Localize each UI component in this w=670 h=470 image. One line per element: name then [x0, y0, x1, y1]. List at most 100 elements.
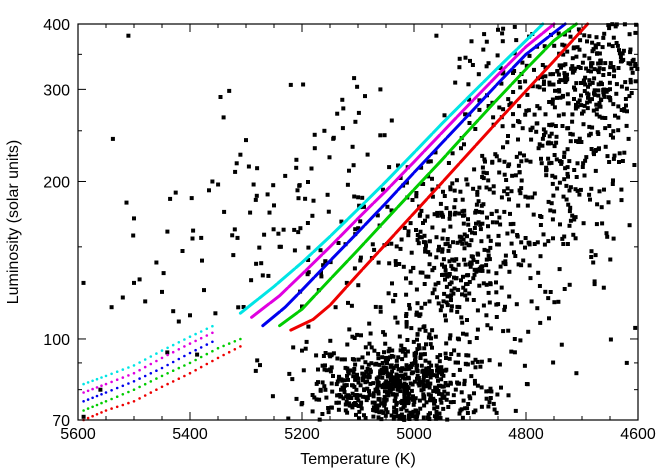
track-dot-9: [222, 353, 225, 357]
star-point: [622, 107, 627, 111]
star-point: [358, 383, 363, 388]
star-point: [419, 363, 424, 368]
star-point: [371, 394, 376, 399]
star-point: [611, 135, 615, 140]
star-point: [519, 159, 524, 164]
star-point: [238, 152, 243, 157]
star-point: [535, 240, 540, 245]
star-point: [402, 225, 407, 230]
star-point: [406, 229, 411, 234]
star-point: [574, 54, 579, 59]
track-dot-5: [82, 382, 85, 386]
star-point: [459, 315, 464, 320]
star-point: [471, 186, 476, 191]
star-point: [476, 252, 481, 257]
star-point: [462, 232, 467, 237]
star-point: [324, 368, 329, 373]
star-point: [389, 208, 394, 213]
star-point: [445, 241, 450, 246]
star-point: [600, 82, 604, 87]
star-point: [173, 190, 178, 195]
star-point: [525, 382, 530, 387]
star-point: [328, 369, 333, 374]
star-point: [110, 136, 115, 141]
star-point: [200, 258, 204, 263]
star-point: [461, 237, 466, 242]
star-point: [359, 406, 364, 411]
star-point: [310, 213, 315, 218]
star-point: [616, 66, 621, 70]
star-point: [599, 205, 604, 210]
star-point: [346, 377, 350, 382]
star-point: [409, 326, 414, 331]
star-point: [489, 389, 494, 394]
track-dot-5: [171, 343, 175, 347]
star-point: [376, 356, 381, 361]
star-point: [393, 394, 398, 399]
star-point: [291, 345, 296, 350]
star-point: [348, 368, 353, 373]
star-point: [479, 359, 484, 364]
star-point: [452, 188, 457, 193]
star-point: [409, 388, 414, 393]
star-point: [543, 289, 548, 294]
star-point: [373, 387, 378, 392]
track-dot-7: [115, 386, 119, 390]
star-point: [538, 320, 543, 325]
star-point: [414, 191, 419, 195]
star-point: [590, 49, 595, 54]
star-point: [479, 203, 484, 208]
star-point: [442, 113, 447, 118]
star-point: [446, 161, 451, 165]
star-point: [439, 377, 444, 382]
star-point: [542, 87, 546, 92]
star-point: [544, 165, 549, 170]
star-point: [429, 336, 433, 341]
star-point: [494, 290, 499, 295]
star-point: [484, 313, 489, 318]
star-point: [413, 359, 418, 364]
star-point: [454, 178, 459, 183]
star-point: [467, 340, 472, 345]
star-point: [518, 85, 523, 90]
star-point: [567, 159, 572, 164]
star-point: [585, 106, 590, 111]
star-point: [486, 404, 491, 409]
star-point: [446, 405, 451, 409]
star-point: [549, 160, 554, 165]
star-point: [542, 44, 547, 49]
star-point: [509, 349, 514, 354]
star-point: [457, 337, 461, 342]
star-point: [551, 360, 556, 365]
star-point: [407, 366, 412, 371]
star-point: [241, 305, 246, 309]
star-point: [506, 134, 510, 138]
star-point: [395, 377, 400, 382]
star-point: [461, 213, 465, 218]
star-point: [427, 332, 432, 337]
star-point: [589, 64, 594, 69]
star-point: [408, 280, 413, 285]
star-point: [476, 199, 481, 204]
star-point: [351, 401, 356, 406]
star-point: [487, 400, 492, 405]
track-dot-7: [199, 346, 203, 349]
star-point: [426, 370, 430, 374]
star-point: [628, 50, 633, 55]
star-point: [595, 202, 600, 207]
star-point: [387, 346, 392, 351]
star-point: [391, 366, 396, 370]
track-dot-7: [132, 380, 136, 383]
star-point: [624, 360, 629, 365]
star-point: [295, 188, 300, 193]
star-point: [539, 161, 544, 166]
star-point: [386, 393, 391, 398]
star-point: [496, 233, 501, 238]
star-point: [109, 305, 114, 310]
star-point: [453, 360, 458, 365]
star-point: [502, 209, 507, 214]
star-point: [495, 220, 499, 225]
star-point: [253, 368, 258, 373]
track-dot-9: [171, 380, 175, 383]
star-point: [523, 236, 528, 240]
